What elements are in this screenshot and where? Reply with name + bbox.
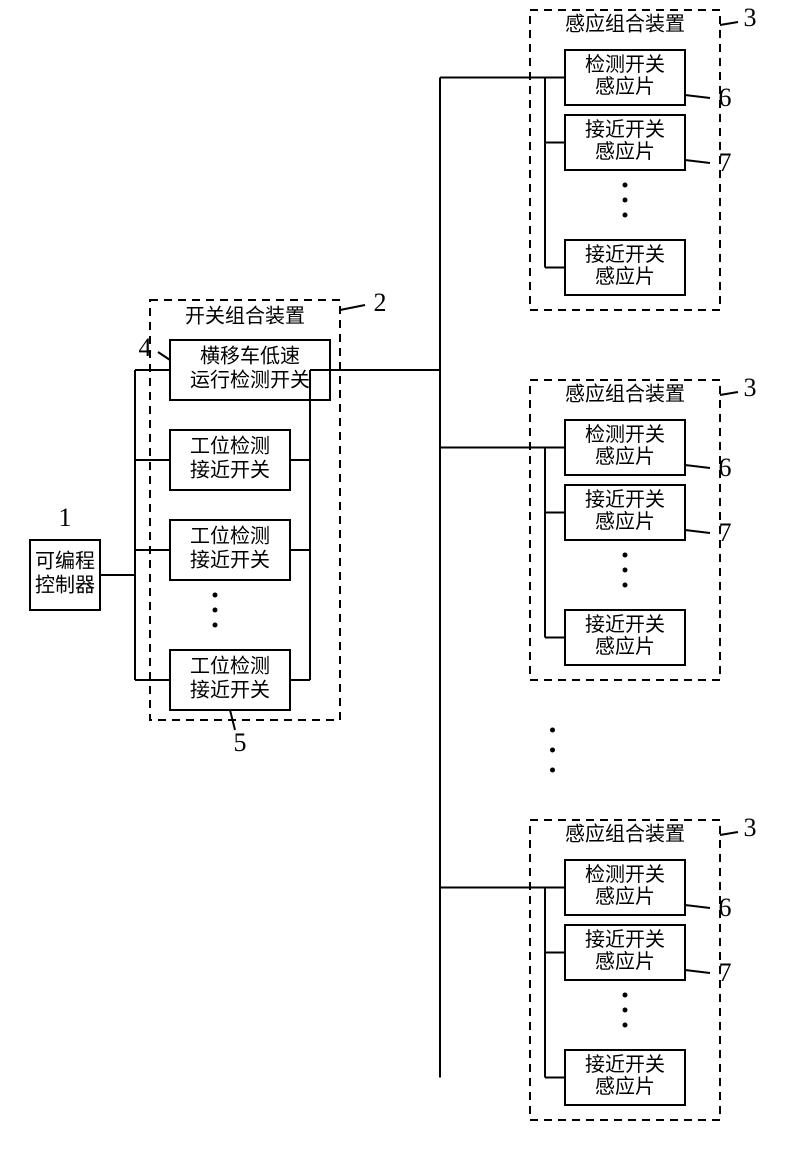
sensor-item-2-1-l2: 感应片 [595,1075,655,1098]
sensor-item-first-1-l1: 检测开关 [585,423,665,446]
sensor-group-2-number: 3 [744,813,757,842]
connector [685,95,710,98]
ellipsis-dot [623,568,628,573]
switch-item-1-l2: 接近开关 [190,549,270,572]
ellipsis-dot [623,1008,628,1013]
sensor-item-0-1-l2: 感应片 [595,265,655,288]
switch-item-2-l1: 工位检测 [190,655,270,678]
ellipsis-dot [623,993,628,998]
ellipsis-dot [213,608,218,613]
sensor-item-1-1-l1: 接近开关 [585,613,665,636]
switch-item-first-num: 4 [139,333,152,362]
sensor-group-0-number: 3 [744,3,757,32]
ellipsis-dot [213,623,218,628]
ellipsis-dot [550,728,555,733]
ellipsis-dot [550,768,555,773]
sensor-item-1-0-l2: 感应片 [595,510,655,533]
connector [685,905,710,908]
ellipsis-dot [623,583,628,588]
sensor-item-0-0-num: 7 [719,148,732,177]
ellipsis-dot [623,1023,628,1028]
sensor-item-first-0-l1: 检测开关 [585,53,665,76]
sensor-item-first-2-l1: 检测开关 [585,863,665,886]
connector [685,465,710,468]
switch-item-first-l2: 运行检测开关 [190,369,310,392]
switch-item-2-num: 5 [234,728,247,757]
switch-item-first-l1: 横移车低速 [200,345,300,368]
ellipsis-dot [213,593,218,598]
sensor-item-0-0-l2: 感应片 [595,140,655,163]
ellipsis-dot [623,553,628,558]
connector [158,352,170,360]
sensor-item-0-0-l1: 接近开关 [585,118,665,141]
connector [720,22,738,25]
connector [685,970,710,973]
sensor-item-2-1-l1: 接近开关 [585,1053,665,1076]
sensor-item-2-0-num: 7 [719,958,732,987]
sensor-item-first-1-l2: 感应片 [595,445,655,468]
sensor-item-first-0-num: 6 [719,83,732,112]
sensor-group-2-title: 感应组合装置 [565,823,685,846]
connector [340,305,365,310]
sensor-item-0-1-l1: 接近开关 [585,243,665,266]
plc-label2: 控制器 [35,574,95,597]
switch-item-1-l1: 工位检测 [190,525,270,548]
ellipsis-dot [550,748,555,753]
sensor-item-2-0-l1: 接近开关 [585,928,665,951]
ellipsis-dot [623,183,628,188]
connector [720,392,738,395]
sensor-item-1-0-l1: 接近开关 [585,488,665,511]
sensor-group-1-title: 感应组合装置 [565,383,685,406]
sensor-item-first-2-l2: 感应片 [595,885,655,908]
sensor-item-first-2-num: 6 [719,893,732,922]
sensor-group-1-number: 3 [744,373,757,402]
ellipsis-dot [623,198,628,203]
sensor-group-0-title: 感应组合装置 [565,13,685,36]
sensor-item-first-1-num: 6 [719,453,732,482]
connector [685,160,710,163]
connector [720,832,738,835]
sensor-item-1-1-l2: 感应片 [595,635,655,658]
sensor-item-2-0-l2: 感应片 [595,950,655,973]
switch-item-2-l2: 接近开关 [190,679,270,702]
sensor-item-first-0-l2: 感应片 [595,75,655,98]
switch-group-number: 2 [374,288,387,317]
switch-item-0-l2: 接近开关 [190,459,270,482]
switch-item-0-l1: 工位检测 [190,435,270,458]
plc-label1: 可编程 [35,550,95,573]
plc-number: 1 [59,503,72,532]
ellipsis-dot [623,213,628,218]
block-diagram: 可编程控制器1开关组合装置2横移车低速运行检测开关4工位检测接近开关工位检测接近… [0,0,800,1165]
connector [685,530,710,533]
switch-group-title: 开关组合装置 [185,305,305,328]
sensor-item-1-0-num: 7 [719,518,732,547]
